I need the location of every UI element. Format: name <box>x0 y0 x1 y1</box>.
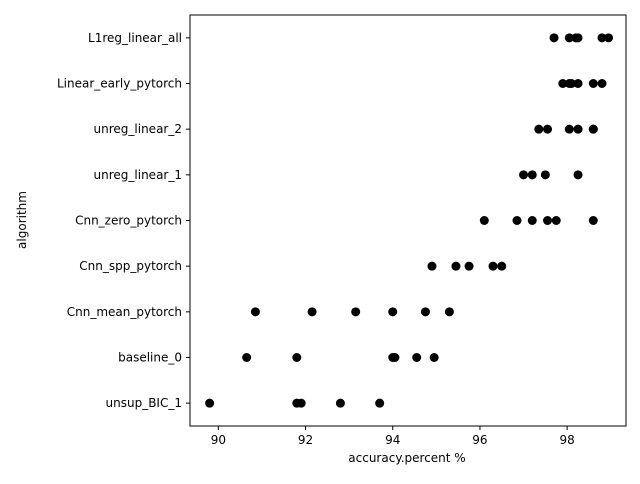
data-point <box>527 216 537 225</box>
y-tick-label: unreg_linear_1 <box>94 168 182 182</box>
data-point <box>567 79 576 88</box>
y-tick-label: unsup_BIC_1 <box>106 396 182 410</box>
y-tick-label: baseline_0 <box>118 351 182 365</box>
x-tick-label: 98 <box>559 433 574 447</box>
data-point <box>351 307 361 317</box>
data-point <box>549 33 559 43</box>
data-point <box>588 79 598 88</box>
data-point <box>543 124 553 134</box>
y-tick-label: Cnn_mean_pytorch <box>67 305 182 319</box>
y-tick-label: L1reg_linear_all <box>88 31 182 45</box>
data-point <box>512 216 522 225</box>
x-tick-label: 92 <box>298 433 313 447</box>
data-point <box>205 398 215 408</box>
data-point <box>588 216 598 225</box>
data-point <box>597 79 607 88</box>
x-tick-label: 96 <box>472 433 487 447</box>
data-point <box>427 261 437 271</box>
data-point <box>564 33 574 43</box>
data-point <box>451 261 461 271</box>
data-point <box>573 79 583 88</box>
x-tick-label: 90 <box>211 433 226 447</box>
data-point <box>388 307 398 317</box>
data-point <box>464 261 474 271</box>
data-point <box>573 124 583 134</box>
data-point <box>573 170 583 180</box>
data-point <box>488 261 498 271</box>
data-point <box>497 261 507 271</box>
y-tick-label: unreg_linear_2 <box>94 122 182 136</box>
data-point <box>527 170 537 180</box>
data-point <box>551 216 561 225</box>
data-point <box>540 170 550 180</box>
data-point <box>375 398 385 408</box>
data-point <box>543 216 553 225</box>
data-point <box>429 353 439 362</box>
data-point <box>292 353 302 362</box>
data-point <box>420 307 430 317</box>
data-point <box>597 33 607 43</box>
y-tick-label: Cnn_zero_pytorch <box>75 214 182 228</box>
data-point <box>588 124 598 134</box>
x-axis-label: accuracy.percent % <box>348 451 465 465</box>
y-axis-label: algorithm <box>15 191 29 249</box>
data-point <box>335 398 345 408</box>
data-point <box>534 124 544 134</box>
points-layer <box>205 33 614 408</box>
data-point <box>250 307 260 317</box>
data-point <box>479 216 489 225</box>
data-point <box>573 33 583 43</box>
y-tick-label: Cnn_spp_pytorch <box>79 259 182 273</box>
data-point <box>564 124 574 134</box>
data-point <box>296 398 306 408</box>
plot-frame <box>189 14 627 427</box>
data-point <box>558 79 568 88</box>
data-point <box>242 353 252 362</box>
data-point <box>519 170 529 180</box>
data-point <box>307 307 317 317</box>
data-point <box>604 33 614 43</box>
x-tick-label: 94 <box>385 433 400 447</box>
data-point <box>444 307 454 317</box>
y-tick-label: Linear_early_pytorch <box>57 77 182 91</box>
data-point <box>390 353 400 362</box>
data-point <box>412 353 422 362</box>
ticks-layer: 90 92 94 96 98 unsup_BIC_1 baseline_0 Cnn_mean_… <box>57 31 575 447</box>
